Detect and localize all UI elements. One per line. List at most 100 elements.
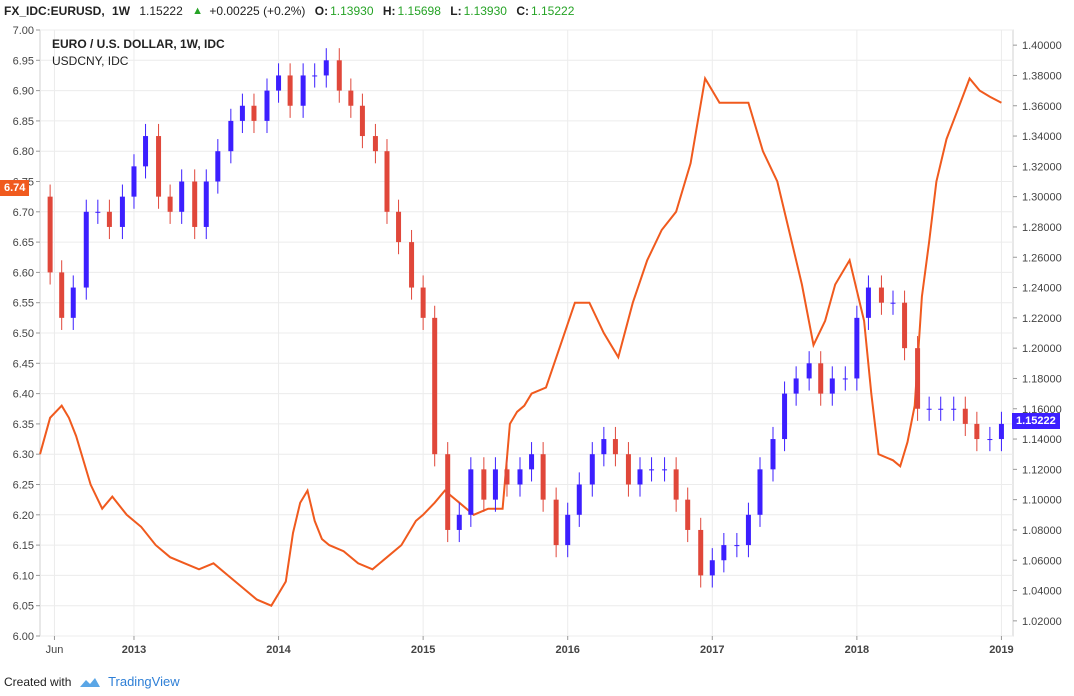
eurusd-candle	[336, 60, 342, 91]
eurusd-candle	[481, 469, 487, 500]
right-tick-label: 1.40000	[1022, 40, 1062, 52]
left-tick-label: 6.15	[13, 540, 34, 552]
eurusd-candle	[300, 75, 306, 106]
eurusd-candle	[372, 136, 378, 152]
eurusd-candle	[215, 151, 221, 182]
right-tick-label: 1.38000	[1022, 70, 1062, 82]
eurusd-candle	[698, 529, 704, 576]
low-label: L:	[450, 4, 462, 18]
eurusd-candle	[95, 211, 101, 213]
legend: EURO / U.S. DOLLAR, 1W, IDC USDCNY, IDC	[52, 36, 225, 70]
left-tick-label: 6.00	[13, 631, 34, 643]
eurusd-candle	[276, 75, 282, 91]
eurusd-candle	[878, 287, 884, 303]
open-label: O:	[314, 4, 329, 18]
right-tick-label: 1.24000	[1022, 283, 1062, 295]
eurusd-candle	[818, 363, 824, 394]
usdcny-line	[39, 75, 1002, 607]
eurusd-candle	[854, 317, 860, 379]
eurusd-candle	[179, 181, 185, 212]
left-tick-label: 6.50	[13, 328, 34, 340]
left-tick-label: 6.35	[13, 419, 34, 431]
eurusd-candle	[359, 105, 365, 137]
eurusd-candle	[540, 454, 546, 500]
eurusd-candle	[745, 514, 751, 546]
eurusd-candle	[625, 454, 631, 485]
eurusd-candle	[228, 120, 234, 152]
eurusd-candle	[793, 378, 799, 394]
left-tick-label: 6.85	[13, 116, 34, 128]
eurusd-candle	[456, 514, 462, 530]
right-tick-label: 1.06000	[1022, 555, 1062, 567]
eurusd-candle	[915, 348, 921, 409]
left-tick-label: 6.55	[13, 298, 34, 310]
eurusd-candle	[348, 90, 354, 106]
eurusd-candle	[709, 560, 715, 576]
price-change: +0.00225 (+0.2%)	[209, 4, 306, 18]
open-value: 1.13930	[330, 4, 374, 18]
interval[interactable]: 1W	[112, 4, 131, 18]
eurusd-candle	[203, 181, 209, 227]
symbol-name[interactable]: FX_IDC:EURUSD,	[4, 4, 105, 18]
x-tick-label: 2014	[266, 644, 291, 656]
left-tick-label: 6.45	[13, 358, 34, 370]
eurusd-candle	[865, 287, 871, 318]
eurusd-candle	[156, 136, 162, 197]
right-tick-label: 1.10000	[1022, 495, 1062, 507]
footer: Created with TradingView	[4, 674, 180, 689]
eurusd-candle	[842, 378, 848, 380]
eurusd-candle	[312, 75, 318, 77]
low-value: 1.13930	[463, 4, 507, 18]
high-value: 1.15698	[397, 4, 441, 18]
eurusd-candle	[409, 242, 415, 288]
eurusd-candle	[167, 196, 173, 212]
right-tick-label: 1.22000	[1022, 313, 1062, 325]
eurusd-candle	[589, 454, 595, 485]
high-label: H:	[382, 4, 396, 18]
usdcny-series	[39, 75, 1002, 607]
left-tick-label: 6.40	[13, 389, 34, 401]
left-tick-label: 6.65	[13, 237, 34, 249]
right-tick-label: 1.28000	[1022, 222, 1062, 234]
eurusd-candle	[987, 439, 993, 441]
eurusd-candle	[926, 408, 932, 410]
x-tick-label: 2019	[989, 644, 1013, 656]
eurusd-series	[47, 48, 1004, 588]
eurusd-candle	[770, 439, 776, 470]
eurusd-candle	[251, 105, 257, 121]
eurusd-candle	[662, 469, 668, 471]
x-tick-label: 2017	[700, 644, 724, 656]
left-tick-label: 6.95	[13, 55, 34, 67]
eurusd-candle	[890, 302, 896, 304]
eurusd-candle	[106, 211, 112, 227]
legend-main-series[interactable]: EURO / U.S. DOLLAR, 1W, IDC	[52, 37, 225, 51]
right-tick-label: 1.36000	[1022, 101, 1062, 113]
eurusd-candle	[553, 499, 559, 546]
right-tick-label: 1.08000	[1022, 525, 1062, 537]
eurusd-candle	[517, 469, 523, 485]
x-tick-label: 2016	[555, 644, 579, 656]
up-arrow-icon: ▲	[192, 5, 203, 17]
chart-header: FX_IDC:EURUSD, 1W 1.15222 ▲ +0.00225 (+0…	[0, 0, 1074, 22]
legend-overlay-series[interactable]: USDCNY, IDC	[52, 54, 129, 68]
right-price-tag: 1.15222	[1012, 412, 1060, 429]
x-tick-label: 2015	[411, 644, 435, 656]
right-tick-label: 1.12000	[1022, 464, 1062, 476]
eurusd-candle	[962, 408, 968, 424]
eurusd-candle	[504, 469, 510, 485]
x-tick-label: 2013	[122, 644, 146, 656]
left-tick-label: 6.30	[13, 449, 34, 461]
eurusd-candle	[951, 408, 957, 410]
eurusd-candle	[998, 423, 1004, 440]
eurusd-candle	[323, 60, 329, 76]
eurusd-candle	[287, 75, 293, 106]
eurusd-candle	[829, 378, 835, 394]
eurusd-candle	[420, 287, 426, 318]
right-tick-label: 1.14000	[1022, 434, 1062, 446]
eurusd-candle	[70, 287, 76, 318]
right-tick-label: 1.32000	[1022, 161, 1062, 173]
eurusd-candle	[601, 439, 607, 455]
tradingview-brand[interactable]: TradingView	[108, 674, 180, 689]
eurusd-candle	[47, 196, 53, 273]
